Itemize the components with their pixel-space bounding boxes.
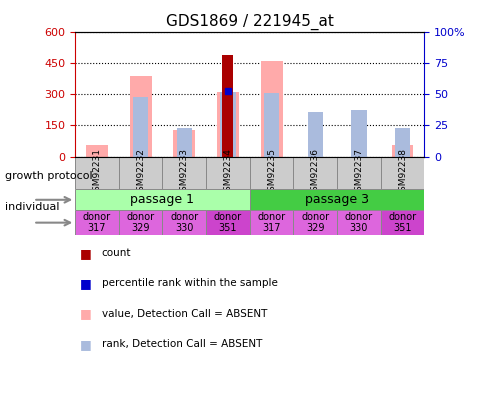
Bar — [206, 156, 249, 189]
Bar — [75, 189, 249, 211]
Text: percentile rank within the sample: percentile rank within the sample — [102, 279, 277, 288]
Bar — [293, 211, 336, 235]
Bar — [380, 156, 424, 189]
Text: donor
317: donor 317 — [83, 212, 111, 233]
Bar — [86, 145, 107, 156]
Bar — [162, 156, 206, 189]
Bar — [307, 112, 322, 156]
Text: GSM92232: GSM92232 — [136, 148, 145, 197]
Text: count: count — [102, 248, 131, 258]
Bar — [130, 76, 151, 156]
Bar — [293, 156, 336, 189]
Bar — [162, 211, 206, 235]
Bar — [336, 156, 380, 189]
Bar — [216, 92, 238, 156]
Text: GSM92234: GSM92234 — [223, 148, 232, 197]
Bar — [220, 92, 235, 156]
Bar — [119, 211, 162, 235]
Bar — [336, 211, 380, 235]
Text: ■: ■ — [80, 338, 91, 351]
Bar — [75, 156, 119, 189]
Text: donor
329: donor 329 — [301, 212, 329, 233]
Text: GSM92235: GSM92235 — [267, 148, 275, 197]
Bar — [119, 156, 162, 189]
Text: donor
330: donor 330 — [170, 212, 198, 233]
Bar — [391, 145, 412, 156]
Text: ■: ■ — [80, 247, 91, 260]
Text: ■: ■ — [80, 307, 91, 320]
Bar — [222, 55, 233, 156]
Text: value, Detection Call = ABSENT: value, Detection Call = ABSENT — [102, 309, 267, 319]
Bar — [249, 189, 424, 211]
Text: donor
351: donor 351 — [213, 212, 242, 233]
Bar — [260, 62, 282, 156]
Text: donor
329: donor 329 — [126, 212, 154, 233]
Bar — [394, 128, 409, 156]
Title: GDS1869 / 221945_at: GDS1869 / 221945_at — [166, 13, 333, 30]
Bar — [249, 156, 293, 189]
Bar — [206, 211, 249, 235]
Text: GSM92231: GSM92231 — [92, 148, 101, 197]
Bar — [350, 110, 366, 156]
Bar — [263, 94, 279, 156]
Text: donor
317: donor 317 — [257, 212, 285, 233]
Bar — [176, 128, 192, 156]
Bar — [249, 211, 293, 235]
Text: passage 3: passage 3 — [304, 193, 368, 206]
Text: GSM92238: GSM92238 — [397, 148, 406, 197]
Text: donor
330: donor 330 — [344, 212, 372, 233]
Text: rank, Detection Call = ABSENT: rank, Detection Call = ABSENT — [102, 339, 262, 349]
Bar — [380, 211, 424, 235]
Bar — [133, 96, 148, 156]
Text: GSM92233: GSM92233 — [180, 148, 188, 197]
Text: passage 1: passage 1 — [130, 193, 194, 206]
Text: GSM92237: GSM92237 — [354, 148, 363, 197]
Bar — [75, 211, 119, 235]
Text: individual: individual — [5, 202, 59, 211]
Text: donor
351: donor 351 — [388, 212, 416, 233]
Text: ■: ■ — [80, 277, 91, 290]
Bar — [173, 130, 195, 156]
Text: growth protocol: growth protocol — [5, 171, 92, 181]
Text: GSM92236: GSM92236 — [310, 148, 319, 197]
